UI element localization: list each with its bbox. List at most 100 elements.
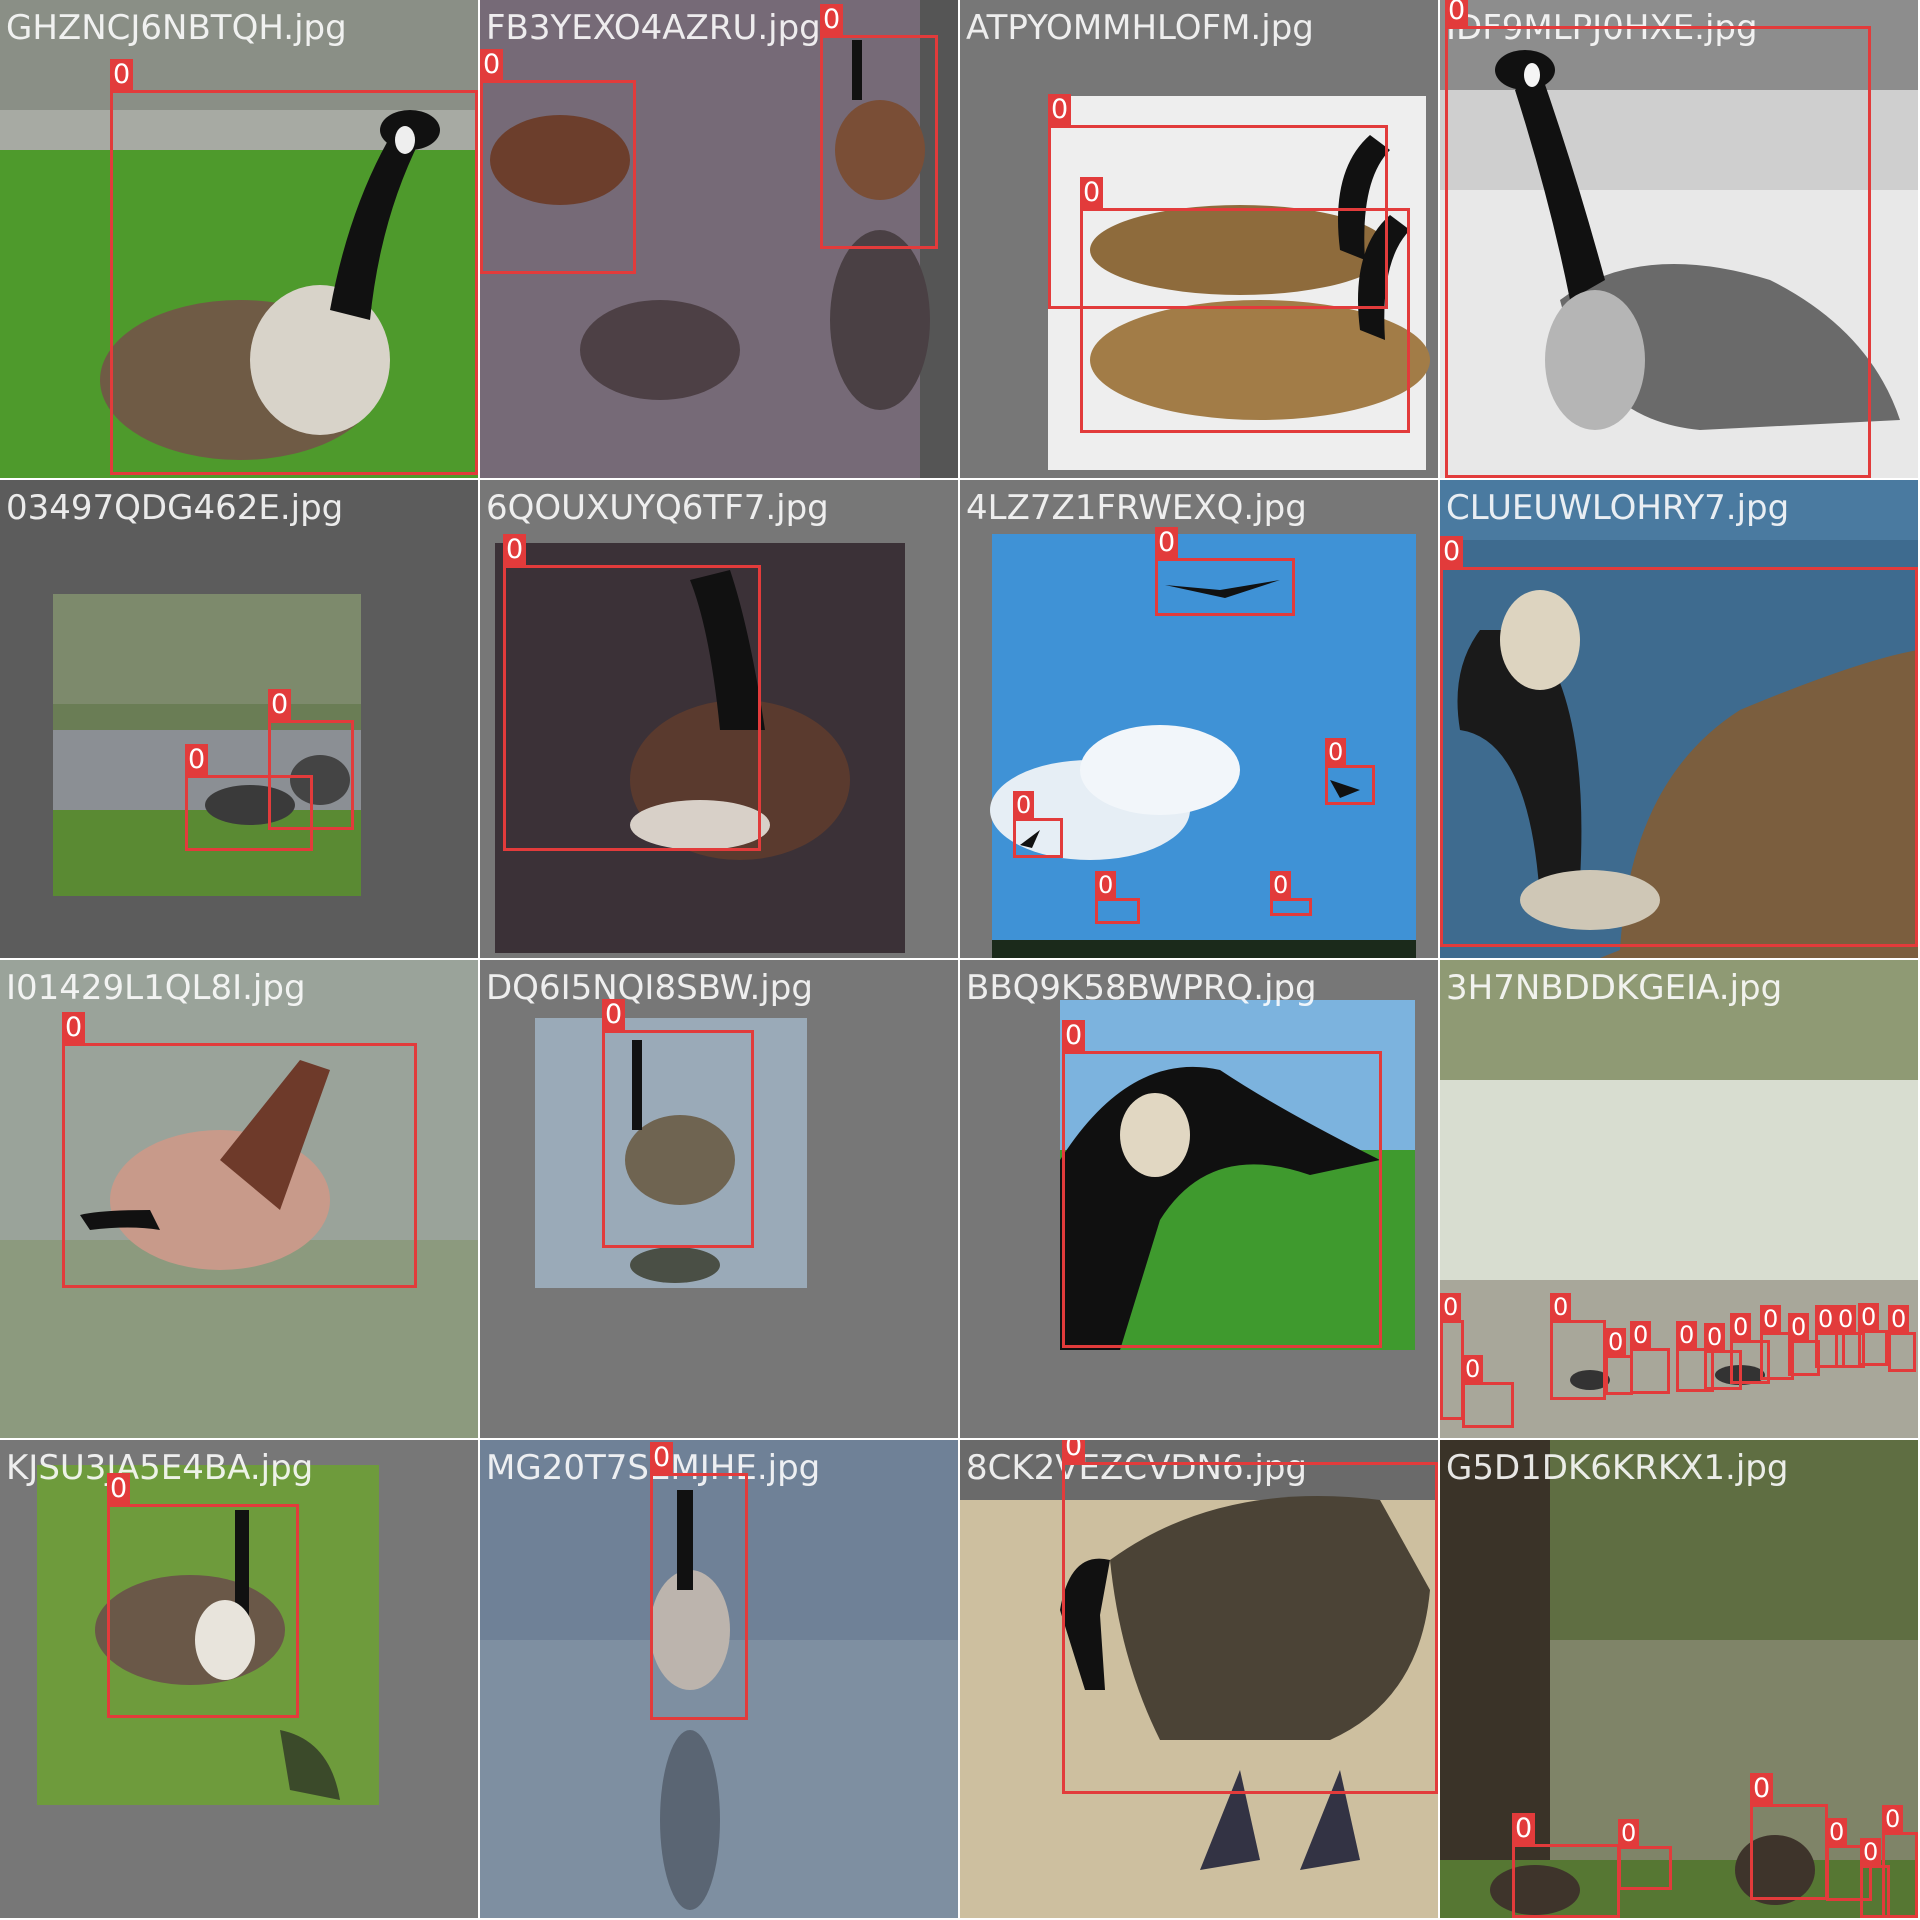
tile: I01429L1QL8I.jpg 0 bbox=[0, 960, 478, 1438]
tile: GHZNCJ6NBTQH.jpg 0 bbox=[0, 0, 478, 478]
detection-label: 0 bbox=[1062, 1020, 1086, 1052]
detection-box: 0 bbox=[650, 1442, 748, 1720]
detection-label: 0 bbox=[1630, 1321, 1652, 1349]
goose-photo bbox=[960, 960, 1438, 1438]
detection-label: 0 bbox=[1860, 1838, 1882, 1866]
detection-label: 0 bbox=[268, 689, 292, 721]
detection-box: 0 bbox=[820, 4, 938, 249]
detection-box: 0 bbox=[62, 1012, 417, 1288]
goose-photo bbox=[0, 1440, 478, 1918]
detection-box: 0 bbox=[503, 534, 761, 851]
detection-label: 0 bbox=[1512, 1813, 1536, 1845]
detection-label: 0 bbox=[650, 1442, 674, 1474]
goose-photo bbox=[480, 0, 958, 478]
detection-box: 0 bbox=[1882, 1805, 1918, 1918]
detection-label: 0 bbox=[1618, 1819, 1640, 1847]
detection-box: 0 bbox=[1630, 1321, 1670, 1394]
detection-label: 0 bbox=[1048, 94, 1072, 126]
detection-label: 0 bbox=[1788, 1313, 1810, 1341]
detection-box: 0 bbox=[1512, 1813, 1620, 1918]
detection-box: 0 bbox=[1858, 1303, 1888, 1366]
detection-box: 0 bbox=[1815, 1305, 1845, 1368]
detection-label: 0 bbox=[1095, 871, 1117, 899]
detection-label: 0 bbox=[503, 534, 527, 566]
detection-box: 0 bbox=[1440, 1293, 1464, 1420]
tile: MG20T7SEMJHE.jpg 0 bbox=[480, 1440, 958, 1918]
goose-photo bbox=[1440, 480, 1918, 958]
detection-box: 0 bbox=[110, 59, 478, 475]
detection-box: 0 bbox=[1062, 1440, 1438, 1794]
detection-label: 0 bbox=[820, 4, 844, 36]
tile: 4LZ7Z1FRWEXQ.jpg 0 0 0 0 0 bbox=[960, 480, 1438, 958]
detection-label: 0 bbox=[1080, 177, 1104, 209]
detection-box: 0 bbox=[1080, 177, 1410, 433]
goose-photo bbox=[0, 0, 478, 478]
tile: DQ6I5NQI8SBW.jpg 0 bbox=[480, 960, 958, 1438]
detection-label: 0 bbox=[1760, 1305, 1782, 1333]
tile: BBQ9K58BWPRQ.jpg 0 bbox=[960, 960, 1438, 1438]
tile: G5D1DK6KRKX1.jpg 0 0 0 0 0 0 bbox=[1440, 1440, 1918, 1918]
goose-photo bbox=[960, 480, 1438, 958]
detection-label: 0 bbox=[1462, 1355, 1484, 1383]
goose-photo bbox=[1440, 960, 1918, 1438]
detection-box: 0 bbox=[185, 744, 313, 851]
goose-photo bbox=[1440, 0, 1918, 478]
detection-label: 0 bbox=[1550, 1293, 1572, 1321]
detection-label: 0 bbox=[1882, 1805, 1904, 1833]
detection-box: 0 bbox=[1618, 1819, 1672, 1890]
goose-photo bbox=[960, 0, 1438, 478]
tile: 8CK2VEZCVDN6.jpg 0 bbox=[960, 1440, 1438, 1918]
detection-box: 0 bbox=[1325, 738, 1375, 805]
tile: 3H7NBDDKGEIA.jpg 0 0 0 0 0 0 0 0 0 0 0 0… bbox=[1440, 960, 1918, 1438]
detection-label: 0 bbox=[1155, 527, 1179, 559]
detection-label: 0 bbox=[185, 744, 209, 776]
detection-box: 0 bbox=[107, 1473, 299, 1718]
detection-label: 0 bbox=[602, 999, 626, 1031]
detection-box: 0 bbox=[1155, 527, 1295, 616]
tile: FB3YEXO4AZRU.jpg 0 0 bbox=[480, 0, 958, 478]
tile: 6QOUXUYQ6TF7.jpg 0 bbox=[480, 480, 958, 958]
detection-label: 0 bbox=[107, 1473, 131, 1505]
detection-box: 0 bbox=[1062, 1020, 1382, 1348]
detection-box: 0 bbox=[1860, 1838, 1890, 1918]
detection-box: 0 bbox=[1835, 1305, 1865, 1368]
detection-label: 0 bbox=[480, 49, 504, 81]
detection-label: 0 bbox=[110, 59, 134, 91]
detection-box: 0 bbox=[1788, 1313, 1820, 1376]
detection-label: 0 bbox=[1826, 1818, 1848, 1846]
detection-box: 0 bbox=[1676, 1321, 1714, 1392]
detection-label: 0 bbox=[1704, 1323, 1726, 1351]
goose-photo bbox=[0, 480, 478, 958]
detection-box: 0 bbox=[1462, 1355, 1514, 1428]
tile: IDF9MLPJ0HXE.jpg 0 bbox=[1440, 0, 1918, 478]
detection-label: 0 bbox=[1815, 1305, 1837, 1333]
detection-box: 0 bbox=[480, 49, 636, 274]
tile: CLUEUWLOHRY7.jpg 0 bbox=[1440, 480, 1918, 958]
detection-box: 0 bbox=[1750, 1773, 1828, 1900]
detection-box: 0 bbox=[1888, 1305, 1916, 1372]
detection-box: 0 bbox=[1013, 791, 1063, 858]
goose-photo bbox=[480, 960, 958, 1438]
detection-box: 0 bbox=[1440, 536, 1918, 947]
detection-label: 0 bbox=[1605, 1328, 1627, 1356]
goose-photo bbox=[0, 960, 478, 1438]
detection-box: 0 bbox=[1445, 0, 1871, 478]
detection-box: 0 bbox=[1550, 1293, 1606, 1400]
detection-label: 0 bbox=[1730, 1313, 1752, 1341]
detection-box: 0 bbox=[1270, 871, 1312, 916]
detection-label: 0 bbox=[1676, 1321, 1698, 1349]
detection-label: 0 bbox=[1835, 1305, 1857, 1333]
detection-box: 0 bbox=[1605, 1328, 1633, 1395]
goose-photo bbox=[960, 1440, 1438, 1918]
tile: ATPYOMMHLOFM.jpg 0 0 bbox=[960, 0, 1438, 478]
detection-label: 0 bbox=[1888, 1305, 1910, 1333]
detection-label: 0 bbox=[1440, 1293, 1462, 1321]
detection-box: 0 bbox=[1095, 871, 1140, 924]
detection-label: 0 bbox=[1013, 791, 1035, 819]
tile: KJSU3JA5E4BA.jpg 0 bbox=[0, 1440, 478, 1918]
detection-label: 0 bbox=[1750, 1773, 1774, 1805]
detection-box: 0 bbox=[1730, 1313, 1770, 1384]
tile: 03497QDG462E.jpg 0 0 bbox=[0, 480, 478, 958]
detection-box: 0 bbox=[602, 999, 754, 1248]
